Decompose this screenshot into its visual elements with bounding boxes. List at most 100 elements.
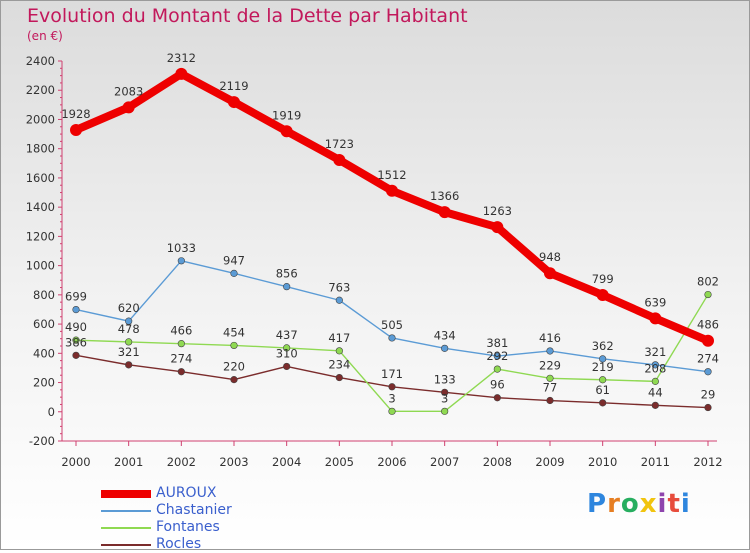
data-point <box>283 344 291 352</box>
data-point <box>177 368 185 376</box>
x-tick-label: 2007 <box>430 455 459 469</box>
x-tick-label: 2002 <box>167 455 196 469</box>
data-label: 948 <box>539 250 561 264</box>
legend-swatch <box>101 527 151 529</box>
x-tick-label: 2011 <box>641 455 670 469</box>
legend-item-auroux: AUROUX <box>101 485 301 502</box>
y-tick-label: 400 <box>33 346 55 360</box>
data-label: 639 <box>644 295 666 309</box>
data-point <box>651 401 659 409</box>
series-line-auroux <box>72 69 712 345</box>
x-tick-label: 2001 <box>114 455 143 469</box>
data-point <box>651 361 659 369</box>
data-point <box>72 351 80 359</box>
x-tick-label: 2004 <box>272 455 301 469</box>
data-point <box>335 373 343 382</box>
data-label: 2119 <box>219 79 248 93</box>
data-point <box>596 288 609 301</box>
data-point <box>283 283 291 291</box>
data-label: 321 <box>118 345 140 359</box>
data-label: 321 <box>644 345 666 359</box>
data-point <box>333 153 346 166</box>
data-label: 490 <box>65 320 87 334</box>
x-tick-label: 2005 <box>325 455 354 469</box>
data-label: 2312 <box>167 51 196 65</box>
data-label: 505 <box>381 318 403 332</box>
data-label: 1919 <box>272 108 301 122</box>
data-label: 386 <box>65 335 87 349</box>
data-point <box>228 96 240 109</box>
data-point <box>546 374 554 382</box>
data-label: 29 <box>701 388 716 402</box>
data-point <box>441 388 449 396</box>
data-point <box>651 377 659 385</box>
data-label: 96 <box>490 378 505 392</box>
data-label: 1512 <box>377 168 406 182</box>
y-tick-label: 200 <box>33 376 55 390</box>
data-point <box>441 407 449 415</box>
data-point <box>125 338 133 346</box>
data-point <box>546 396 554 405</box>
legend-label: Chastanier <box>156 502 232 518</box>
data-label: 234 <box>328 358 350 372</box>
proxiti-logo: Proxiti <box>587 489 691 519</box>
data-point <box>493 365 501 373</box>
data-label: 2083 <box>114 84 143 98</box>
y-tick-label: 1200 <box>26 229 55 243</box>
data-label: 61 <box>595 383 610 397</box>
y-tick-label: 1800 <box>26 142 55 156</box>
data-point <box>72 336 80 344</box>
data-point <box>230 269 238 277</box>
data-point <box>177 257 185 265</box>
chart-title: Evolution du Montant de la Dette par Hab… <box>27 5 468 27</box>
data-point <box>704 290 712 299</box>
data-point <box>280 125 293 138</box>
data-point <box>544 267 556 280</box>
data-label: 763 <box>328 280 350 294</box>
data-label: 77 <box>543 381 558 395</box>
data-point <box>125 317 133 325</box>
legend-item-chastanier: Chastanier <box>101 502 301 519</box>
data-point <box>230 376 238 384</box>
x-tick-label: 2000 <box>61 455 90 469</box>
data-label: 362 <box>592 339 614 353</box>
data-point <box>388 334 396 342</box>
legend-label: Rocles <box>156 536 202 552</box>
data-label: 1928 <box>61 107 90 121</box>
y-tick-label: 2000 <box>26 112 55 126</box>
data-label: 699 <box>65 290 87 304</box>
legend-swatch <box>101 490 151 498</box>
y-tick-label: -200 <box>29 434 55 448</box>
y-tick-label: 0 <box>48 405 55 419</box>
data-label: 274 <box>170 352 192 366</box>
y-tick-label: 2400 <box>26 54 55 68</box>
data-label: 171 <box>381 367 403 381</box>
data-label: 310 <box>276 346 298 360</box>
data-label: 3 <box>388 391 395 405</box>
data-label: 947 <box>223 253 245 267</box>
data-label: 466 <box>170 324 192 338</box>
legend-swatch <box>101 544 151 546</box>
data-label: 1723 <box>325 137 354 151</box>
data-point <box>230 341 238 350</box>
data-point <box>175 67 188 80</box>
data-point <box>386 184 398 197</box>
data-point <box>649 312 662 325</box>
y-tick-label: 1400 <box>26 200 55 214</box>
data-point <box>438 206 451 219</box>
data-label: 486 <box>697 318 719 332</box>
data-point <box>704 403 712 412</box>
data-point <box>493 352 501 360</box>
data-point <box>125 361 133 369</box>
data-point <box>702 334 714 347</box>
data-point <box>491 221 504 234</box>
data-label: 1033 <box>167 241 196 255</box>
data-point <box>283 362 291 371</box>
data-label: 478 <box>118 322 140 336</box>
data-label: 802 <box>697 275 719 289</box>
chart-subtitle: (en €) <box>27 29 63 43</box>
data-point <box>599 399 607 407</box>
data-point <box>441 344 449 352</box>
data-label: 3 <box>441 391 448 405</box>
